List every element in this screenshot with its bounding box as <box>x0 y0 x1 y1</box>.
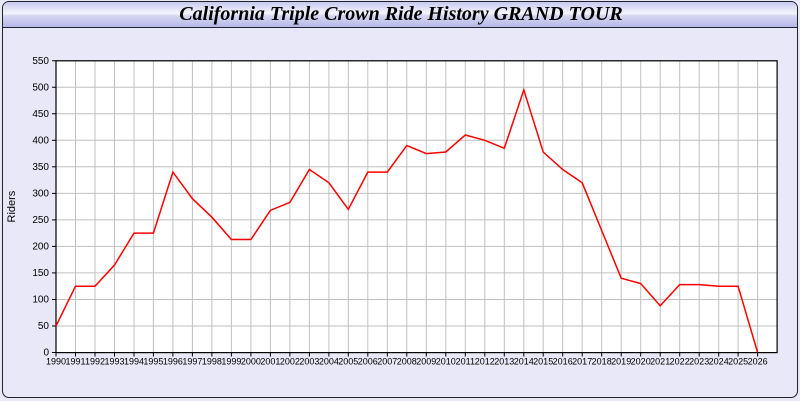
svg-text:1996: 1996 <box>163 357 183 367</box>
svg-text:1999: 1999 <box>221 357 241 367</box>
svg-text:1995: 1995 <box>143 357 163 367</box>
svg-text:450: 450 <box>32 109 49 120</box>
svg-text:1997: 1997 <box>182 357 202 367</box>
svg-text:2005: 2005 <box>338 357 358 367</box>
svg-text:2020: 2020 <box>631 357 651 367</box>
svg-text:2024: 2024 <box>709 357 729 367</box>
svg-text:2014: 2014 <box>514 357 534 367</box>
svg-text:1991: 1991 <box>65 357 85 367</box>
svg-text:200: 200 <box>32 241 49 252</box>
svg-text:2002: 2002 <box>280 357 300 367</box>
svg-text:350: 350 <box>32 162 49 173</box>
svg-text:1993: 1993 <box>104 357 124 367</box>
svg-text:2004: 2004 <box>319 357 339 367</box>
svg-text:2019: 2019 <box>611 357 631 367</box>
svg-text:2006: 2006 <box>358 357 378 367</box>
svg-text:2010: 2010 <box>436 357 456 367</box>
svg-text:550: 550 <box>32 56 49 67</box>
svg-text:100: 100 <box>32 295 49 306</box>
svg-text:2025: 2025 <box>728 357 748 367</box>
svg-text:500: 500 <box>32 82 49 93</box>
svg-text:2026: 2026 <box>748 357 768 367</box>
svg-text:Riders: Riders <box>6 190 18 222</box>
svg-text:150: 150 <box>32 268 49 279</box>
svg-text:1992: 1992 <box>85 357 105 367</box>
svg-text:2022: 2022 <box>670 357 690 367</box>
svg-text:1994: 1994 <box>124 357 144 367</box>
svg-text:2013: 2013 <box>494 357 514 367</box>
svg-text:50: 50 <box>38 321 50 332</box>
svg-text:2012: 2012 <box>475 357 495 367</box>
svg-text:2001: 2001 <box>260 357 280 367</box>
svg-text:1998: 1998 <box>202 357 222 367</box>
svg-text:2008: 2008 <box>397 357 417 367</box>
svg-text:2003: 2003 <box>299 357 319 367</box>
svg-text:2009: 2009 <box>416 357 436 367</box>
svg-text:2018: 2018 <box>592 357 612 367</box>
svg-text:300: 300 <box>32 188 49 199</box>
svg-text:2015: 2015 <box>533 357 553 367</box>
svg-text:2016: 2016 <box>553 357 573 367</box>
svg-text:2017: 2017 <box>572 357 592 367</box>
svg-text:2021: 2021 <box>650 357 670 367</box>
svg-text:2000: 2000 <box>241 357 261 367</box>
svg-text:2011: 2011 <box>456 357 475 367</box>
svg-text:250: 250 <box>32 215 49 226</box>
svg-text:1990: 1990 <box>46 357 66 367</box>
svg-text:400: 400 <box>32 135 49 146</box>
svg-text:2023: 2023 <box>689 357 709 367</box>
svg-text:2007: 2007 <box>377 357 397 367</box>
